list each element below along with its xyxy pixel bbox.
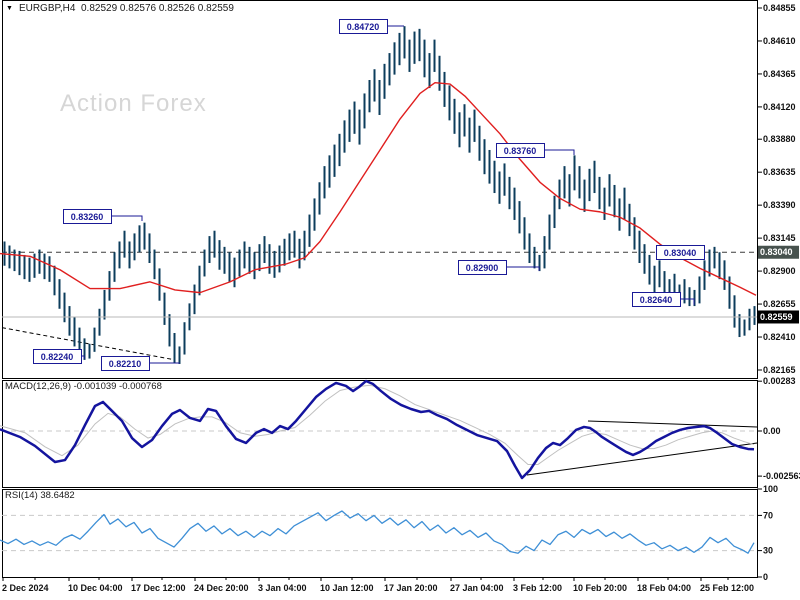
rsi-axis-label: 30 <box>763 546 773 556</box>
time-axis-label: 10 Jan 12:00 <box>320 583 374 593</box>
time-axis-label: 3 Jan 04:00 <box>258 583 307 593</box>
price-axis-label: 0.83635 <box>763 167 796 177</box>
price-axis-label: 0.82655 <box>763 299 796 309</box>
rsi-axis-label: 0 <box>763 572 768 582</box>
time-axis-label: 3 Feb 12:00 <box>513 583 562 593</box>
price-callout-box[interactable] <box>63 209 112 224</box>
price-callout-label: 0.82240 <box>41 352 74 362</box>
time-axis-label: 17 Dec 12:00 <box>131 583 186 593</box>
price-callout-label: 0.82640 <box>640 295 673 305</box>
chart-title: ▼ EURGBP,H4 0.82529 0.82576 0.82526 0.82… <box>6 3 234 14</box>
callout-connector <box>680 298 695 305</box>
price-axis-label: 0.83145 <box>763 233 796 243</box>
price-callout-label: 0.83260 <box>71 212 104 222</box>
time-axis-label: 10 Dec 04:00 <box>68 583 123 593</box>
price-callout-label: 0.83040 <box>664 248 697 258</box>
price-axis-highlight-label: 0.83040 <box>760 247 793 257</box>
price-callout-label: 0.84720 <box>347 22 380 32</box>
time-axis-label: 10 Feb 20:00 <box>573 583 627 593</box>
price-callout-box[interactable] <box>496 143 545 158</box>
price-callout-box[interactable] <box>101 356 150 371</box>
watermark: Action Forex <box>60 90 207 117</box>
macd-panel-frame <box>2 380 758 488</box>
price-callout-box[interactable] <box>339 19 388 34</box>
rsi-line <box>0 510 755 554</box>
rsi-axis-label: 70 <box>763 510 773 520</box>
macd-axis-label: 0.00283 <box>763 376 796 386</box>
price-axis-label: 0.82900 <box>763 266 796 276</box>
price-callout-label: 0.83760 <box>504 146 537 156</box>
price-axis-label: 0.82410 <box>763 332 796 342</box>
price-axis-highlight-box <box>758 245 799 259</box>
callout-connector <box>506 266 540 271</box>
price-axis-label: 0.84365 <box>763 69 796 79</box>
price-callout-label: 0.82900 <box>466 263 499 273</box>
macd-axis-label: -0.002563 <box>763 471 800 481</box>
time-axis-label: 18 Feb 04:00 <box>637 583 691 593</box>
time-axis-label: 27 Jan 04:00 <box>450 583 504 593</box>
symbol-ohlc-label: EURGBP,H4 0.82529 0.82576 0.82526 0.8255… <box>18 3 234 14</box>
price-axis-highlight-box <box>758 310 799 324</box>
price-axis-label: 0.82165 <box>763 365 796 375</box>
price-axis-label: 0.84610 <box>763 36 796 46</box>
price-callout-box[interactable] <box>33 349 82 364</box>
collapse-indicator-icon[interactable]: ▼ <box>6 5 13 12</box>
price-callout-box[interactable] <box>458 260 507 275</box>
rsi-axis-label: 100 <box>763 484 778 494</box>
callout-connector <box>111 215 143 221</box>
macd-trendline[interactable] <box>587 420 758 428</box>
time-axis-label: 2 Dec 2024 <box>2 583 49 593</box>
callout-connector <box>544 149 575 155</box>
macd-main-line <box>0 379 755 480</box>
price-callout-label: 0.82210 <box>109 359 142 369</box>
price-axis-label: 0.84855 <box>763 3 796 13</box>
macd-signal-line <box>0 384 755 465</box>
price-axis-label: 0.83390 <box>763 200 796 210</box>
callout-connector <box>149 362 180 364</box>
price-callout-box[interactable] <box>656 245 705 260</box>
rsi-panel-frame <box>2 489 758 578</box>
time-axis-label: 25 Feb 12:00 <box>700 583 754 593</box>
macd-axis-label: 0.00 <box>763 426 781 436</box>
price-axis-label: 0.84120 <box>763 102 796 112</box>
rsi-indicator-label: RSI(14) 38.6482 <box>5 490 75 501</box>
price-axis-label: 0.83880 <box>763 134 796 144</box>
price-bars <box>3 26 756 364</box>
macd-indicator-label: MACD(12,26,9) -0.001039 -0.000768 <box>5 381 162 392</box>
macd-trendline[interactable] <box>526 442 758 476</box>
price-callout-box[interactable] <box>632 292 681 307</box>
time-axis-label: 24 Dec 20:00 <box>194 583 249 593</box>
price-axis-highlight-label: 0.82559 <box>760 312 793 322</box>
moving-average-line <box>0 81 757 296</box>
time-axis-label: 17 Jan 20:00 <box>384 583 438 593</box>
price-panel-frame <box>2 0 758 379</box>
